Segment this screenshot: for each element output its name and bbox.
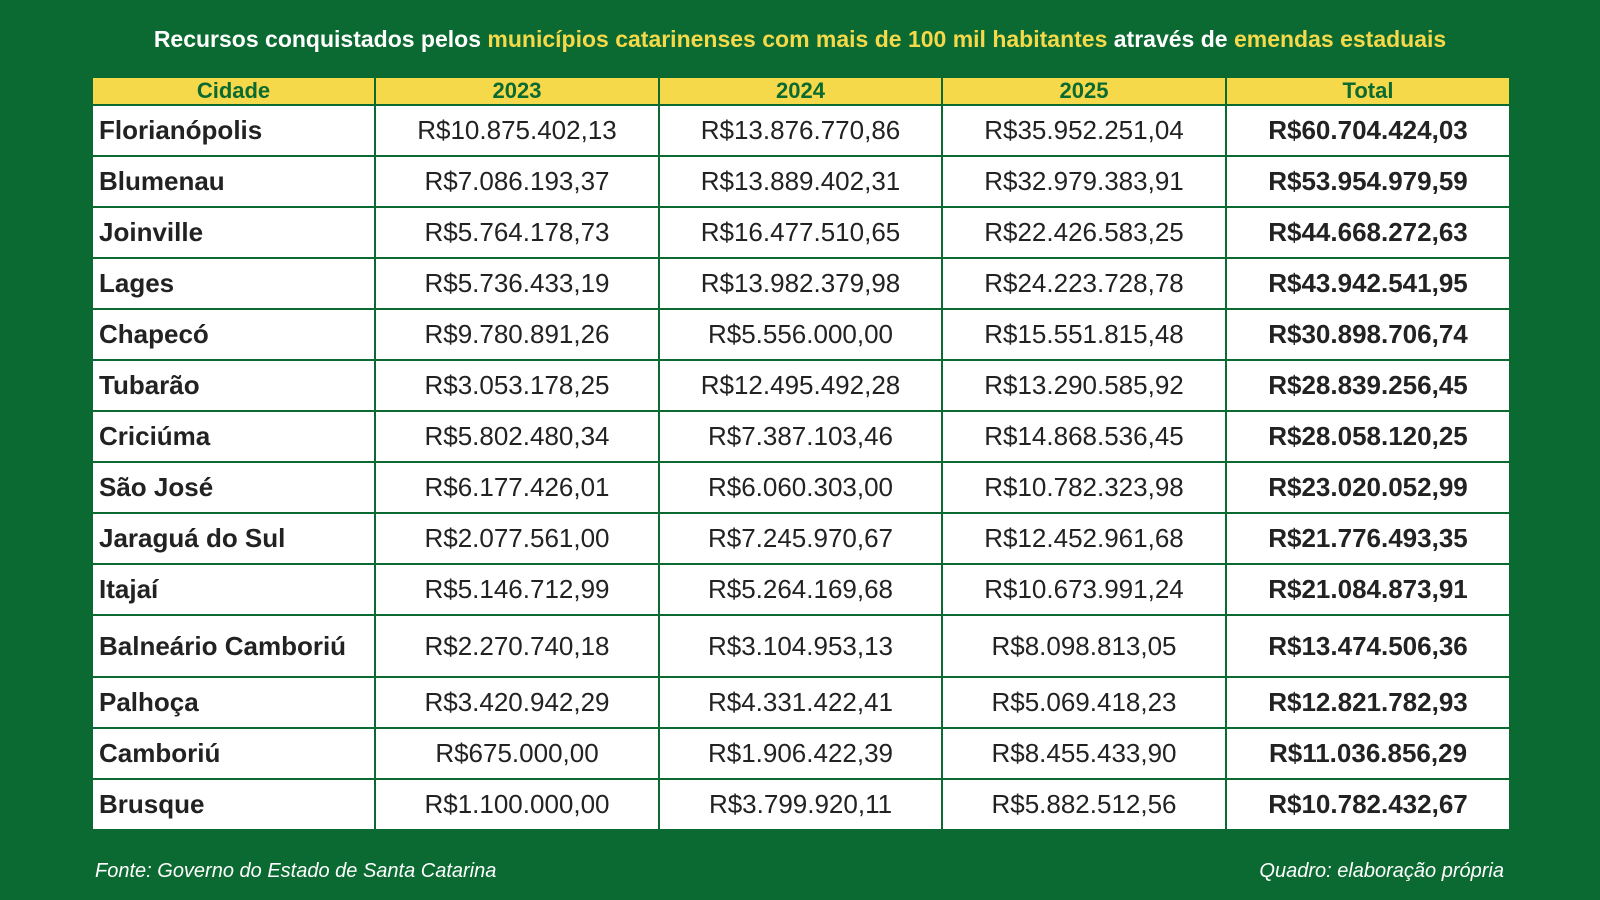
value-cell: R$30.898.706,74 — [1225, 308, 1511, 361]
value-cell: R$10.875.402,13 — [374, 104, 660, 157]
table-row: Itajaí R$5.146.712,99 R$5.264.169,68 R$10.6… — [91, 563, 1511, 616]
title-highlight: municípios catarinenses com mais de 100 … — [487, 26, 1108, 52]
value-cell: R$44.668.272,63 — [1225, 206, 1511, 259]
value-cell: R$5.802.480,34 — [374, 410, 660, 463]
header-cell: Cidade — [91, 76, 376, 106]
table-row: Florianópolis R$10.875.402,13 R$13.876.770… — [91, 104, 1511, 157]
table-row: Camboriú R$675.000,00 R$1.906.422,39 R$8.45… — [91, 727, 1511, 780]
table-row: Lages R$5.736.433,19 R$13.982.379,98 R$24.2… — [91, 257, 1511, 310]
value-cell: R$1.100.000,00 — [374, 778, 660, 831]
value-cell: R$53.954.979,59 — [1225, 155, 1511, 208]
value-cell: R$675.000,00 — [374, 727, 660, 780]
table-row: Brusque R$1.100.000,00 R$3.799.920,11 R$5.8… — [91, 778, 1511, 831]
value-cell: R$60.704.424,03 — [1225, 104, 1511, 157]
city-cell: Florianópolis — [91, 104, 376, 157]
value-cell: R$28.839.256,45 — [1225, 359, 1511, 412]
table-row: Criciúma R$5.802.480,34 R$7.387.103,46 R$14… — [91, 410, 1511, 463]
value-cell: R$23.020.052,99 — [1225, 461, 1511, 514]
value-cell: R$9.780.891,26 — [374, 308, 660, 361]
value-cell: R$1.906.422,39 — [658, 727, 943, 780]
city-cell: Itajaí — [91, 563, 376, 616]
value-cell: R$35.952.251,04 — [941, 104, 1227, 157]
value-cell: R$5.264.169,68 — [658, 563, 943, 616]
value-cell: R$21.084.873,91 — [1225, 563, 1511, 616]
city-cell: Lages — [91, 257, 376, 310]
value-cell: R$21.776.493,35 — [1225, 512, 1511, 565]
city-cell: Blumenau — [91, 155, 376, 208]
value-cell: R$3.104.953,13 — [658, 614, 943, 678]
value-cell: R$3.799.920,11 — [658, 778, 943, 831]
title-part: através de — [1113, 26, 1228, 52]
value-cell: R$5.882.512,56 — [941, 778, 1227, 831]
city-cell: Palhoça — [91, 676, 376, 729]
value-cell: R$24.223.728,78 — [941, 257, 1227, 310]
value-cell: R$5.736.433,19 — [374, 257, 660, 310]
value-cell: R$6.060.303,00 — [658, 461, 943, 514]
value-cell: R$12.821.782,93 — [1225, 676, 1511, 729]
value-cell: R$16.477.510,65 — [658, 206, 943, 259]
value-cell: R$43.942.541,95 — [1225, 257, 1511, 310]
value-cell: R$28.058.120,25 — [1225, 410, 1511, 463]
header-cell: 2023 — [374, 76, 660, 106]
city-cell: Joinville — [91, 206, 376, 259]
value-cell: R$22.426.583,25 — [941, 206, 1227, 259]
table-row: Balneário Camboriú R$2.270.740,18 R$3.104.… — [91, 614, 1511, 678]
value-cell: R$2.270.740,18 — [374, 614, 660, 678]
value-cell: R$11.036.856,29 — [1225, 727, 1511, 780]
title-part: Recursos conquistados pelos — [153, 26, 482, 52]
city-cell: Chapecó — [91, 308, 376, 361]
title-highlight: emendas estaduais — [1233, 26, 1447, 52]
value-cell: R$8.098.813,05 — [941, 614, 1227, 678]
header-cell: 2025 — [941, 76, 1227, 106]
table-row: São José R$6.177.426,01 R$6.060.303,00 R$10… — [91, 461, 1511, 514]
value-cell: R$5.764.178,73 — [374, 206, 660, 259]
table-row: Joinville R$5.764.178,73 R$16.477.510,65 R$… — [91, 206, 1511, 259]
value-cell: R$3.053.178,25 — [374, 359, 660, 412]
value-cell: R$12.452.961,68 — [941, 512, 1227, 565]
value-cell: R$13.474.506,36 — [1225, 614, 1511, 678]
value-cell: R$10.782.432,67 — [1225, 778, 1511, 831]
header-cell: Total — [1225, 76, 1511, 106]
value-cell: R$5.556.000,00 — [658, 308, 943, 361]
value-cell: R$7.245.970,67 — [658, 512, 943, 565]
value-cell: R$13.982.379,98 — [658, 257, 943, 310]
value-cell: R$3.420.942,29 — [374, 676, 660, 729]
value-cell: R$7.086.193,37 — [374, 155, 660, 208]
city-cell: Balneário Camboriú — [91, 614, 376, 678]
value-cell: R$5.069.418,23 — [941, 676, 1227, 729]
credit: Quadro: elaboração própria — [1259, 860, 1504, 882]
value-cell: R$14.868.536,45 — [941, 410, 1227, 463]
data-table: Cidade 2023 2024 2025 Total Florianópolis R$1… — [91, 76, 1511, 831]
value-cell: R$13.290.585,92 — [941, 359, 1227, 412]
city-cell: Tubarão — [91, 359, 376, 412]
value-cell: R$10.782.323,98 — [941, 461, 1227, 514]
value-cell: R$13.889.402,31 — [658, 155, 943, 208]
value-cell: R$5.146.712,99 — [374, 563, 660, 616]
value-cell: R$10.673.991,24 — [941, 563, 1227, 616]
table-row: Blumenau R$7.086.193,37 R$13.889.402,31 R$3… — [91, 155, 1511, 208]
city-cell: Camboriú — [91, 727, 376, 780]
value-cell: R$4.331.422,41 — [658, 676, 943, 729]
title: Recursos conquistados pelos municípios c… — [0, 26, 1600, 53]
city-cell: Jaraguá do Sul — [91, 512, 376, 565]
value-cell: R$12.495.492,28 — [658, 359, 943, 412]
header-row: Cidade 2023 2024 2025 Total — [91, 76, 1511, 106]
value-cell: R$6.177.426,01 — [374, 461, 660, 514]
city-cell: Brusque — [91, 778, 376, 831]
table-row: Tubarão R$3.053.178,25 R$12.495.492,28 R$13… — [91, 359, 1511, 412]
value-cell: R$8.455.433,90 — [941, 727, 1227, 780]
table-row: Jaraguá do Sul R$2.077.561,00 R$7.245.970,… — [91, 512, 1511, 565]
table-row: Palhoça R$3.420.942,29 R$4.331.422,41 R$5.0… — [91, 676, 1511, 729]
header-cell: 2024 — [658, 76, 943, 106]
city-cell: São José — [91, 461, 376, 514]
table-row: Chapecó R$9.780.891,26 R$5.556.000,00 R$15.… — [91, 308, 1511, 361]
value-cell: R$13.876.770,86 — [658, 104, 943, 157]
value-cell: R$15.551.815,48 — [941, 308, 1227, 361]
value-cell: R$2.077.561,00 — [374, 512, 660, 565]
source: Fonte: Governo do Estado de Santa Catari… — [95, 860, 497, 882]
value-cell: R$32.979.383,91 — [941, 155, 1227, 208]
value-cell: R$7.387.103,46 — [658, 410, 943, 463]
city-cell: Criciúma — [91, 410, 376, 463]
